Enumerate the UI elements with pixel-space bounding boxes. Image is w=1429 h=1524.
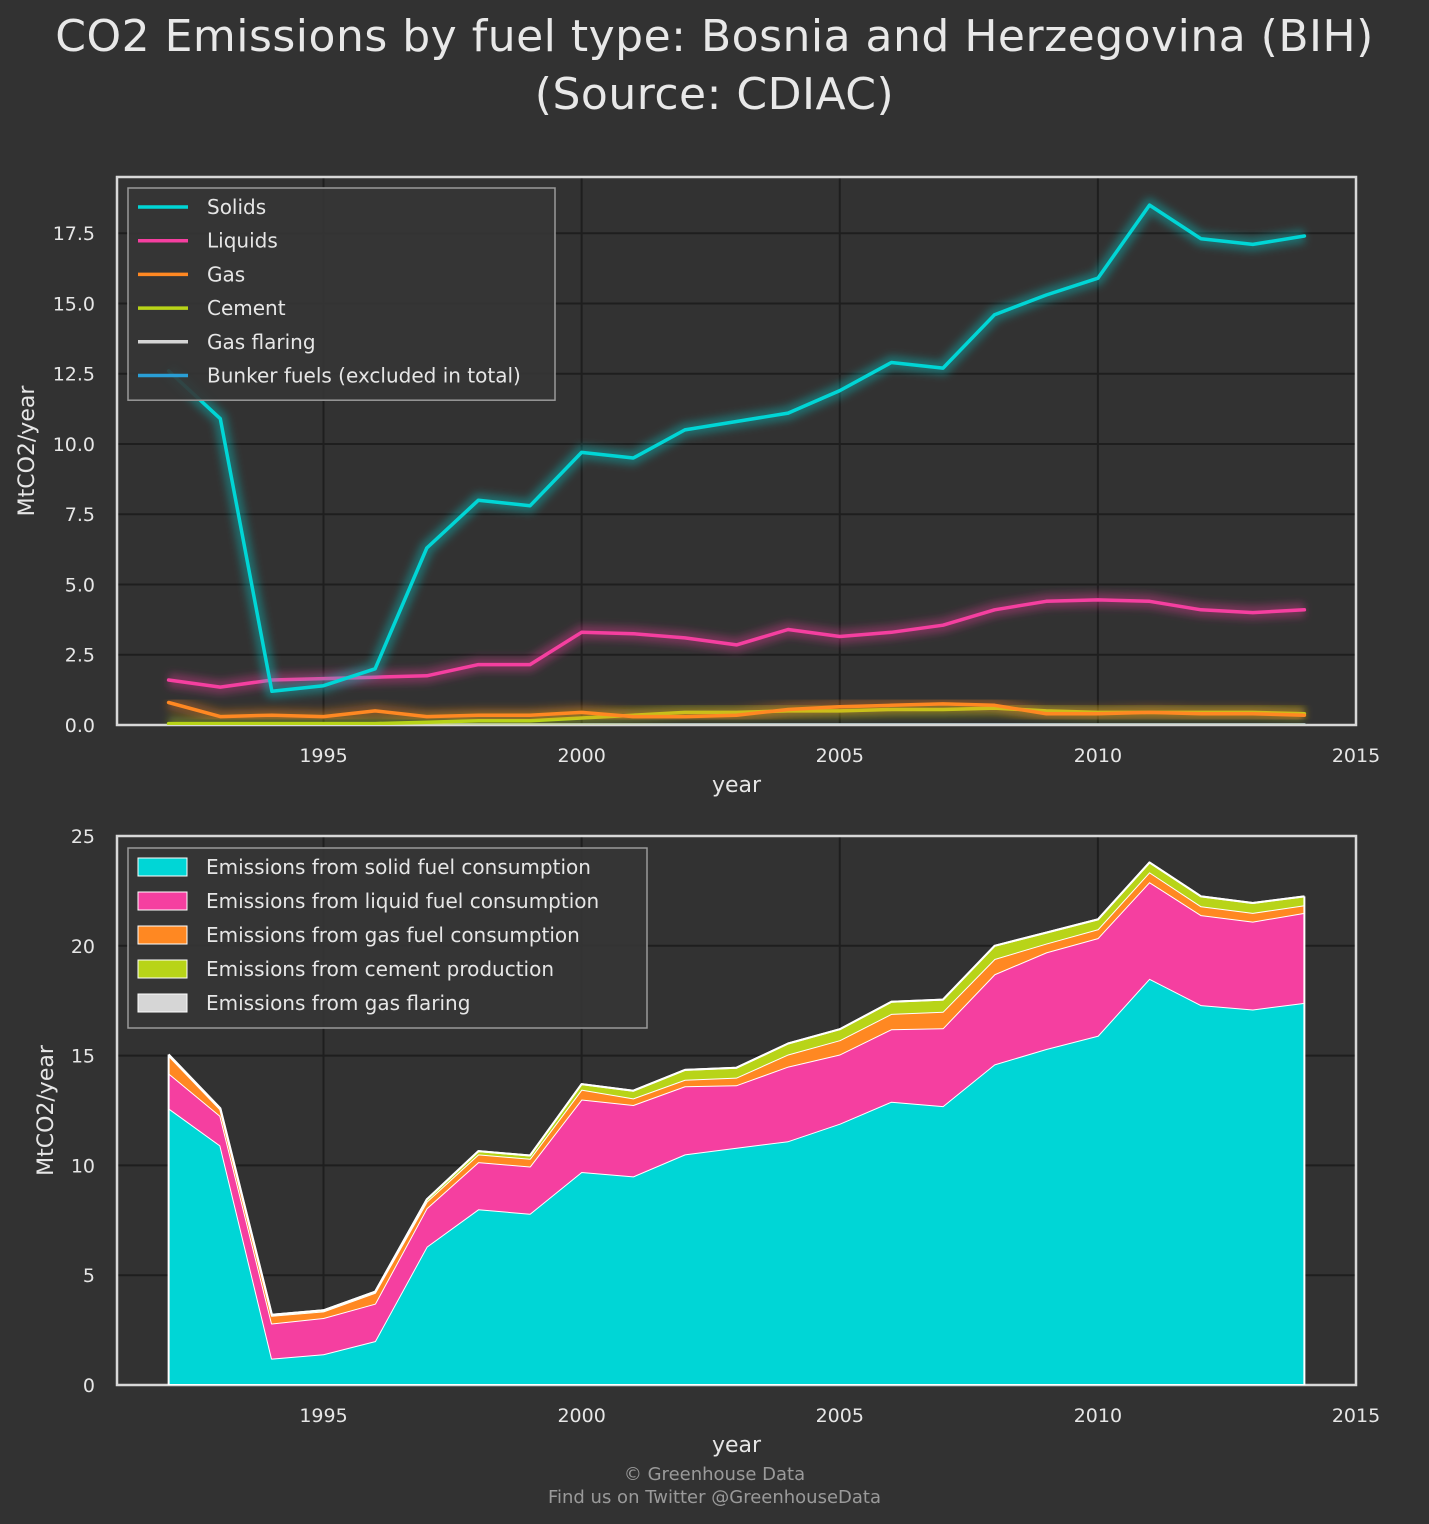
chart1-y-axis-label: MtCO2/year <box>15 385 40 517</box>
credit-twitter: Find us on Twitter @GreenhouseData <box>547 1487 882 1508</box>
chart1-legend-label-gas-flaring: Gas flaring <box>207 330 316 354</box>
chart1-series-line-solids <box>166 203 1307 694</box>
chart1-y-tick-label: 17.5 <box>53 223 95 245</box>
chart1-series-line-gas <box>166 700 1307 719</box>
chart2-y-tick-label: 25 <box>71 826 95 848</box>
chart2-legend-swatch-emissions-from-gas-flaring <box>137 993 188 1013</box>
chart2-x-tick-label: 2010 <box>1074 1405 1122 1427</box>
chart1-y-tick-label: 15.0 <box>53 293 95 315</box>
chart2-y-tick-label: 10 <box>71 1155 95 1177</box>
chart2-legend-label-emissions-from-solid-fuel-consumption: Emissions from solid fuel consumption <box>206 855 591 879</box>
chart2-y-tick-label: 15 <box>71 1046 95 1068</box>
chart2-legend-swatch-emissions-from-liquid-fuel-consumption <box>137 891 188 911</box>
chart2-x-axis-label: year <box>712 1433 762 1458</box>
chart2-legend-label-emissions-from-gas-flaring: Emissions from gas flaring <box>206 991 470 1015</box>
chart1-x-tick-label: 2010 <box>1074 745 1122 767</box>
chart1-x-tick-label: 2005 <box>816 745 864 767</box>
chart2-y-axis-label: MtCO2/year <box>34 1044 59 1176</box>
chart1-y-tick-label: 12.5 <box>53 364 95 386</box>
chart2-y-tick-label: 20 <box>71 936 95 958</box>
chart2-y-tick-label: 0 <box>83 1375 95 1397</box>
chart1-x-tick-label: 2015 <box>1332 745 1380 767</box>
chart2-x-tick-label: 2015 <box>1332 1405 1380 1427</box>
chart1-y-tick-label: 2.5 <box>65 645 95 667</box>
chart-title: CO2 Emissions by fuel type: Bosnia and H… <box>0 8 1429 124</box>
chart1-legend: Solids Liquids Gas Cement Gas flaring Bunker … <box>127 187 556 401</box>
chart1-plot-area <box>163 198 1307 725</box>
chart1-legend-label-gas: Gas <box>207 262 245 286</box>
chart2-area-edge-emissions-from-gas-flaring <box>167 861 1305 1316</box>
chart1-legend-box <box>127 187 556 401</box>
chart2-area-emissions-from-solid-fuel-consumption <box>168 978 1305 1385</box>
chart2-legend-swatch-emissions-from-cement-production <box>137 959 188 979</box>
chart2-legend-box <box>127 847 648 1029</box>
chart-title-line2: (Source: CDIAC) <box>534 69 895 120</box>
chart2-x-tick-label: 1995 <box>299 1405 347 1427</box>
chart2-x-tick-label: 2000 <box>557 1405 605 1427</box>
chart1-legend-label-bunker-fuels-excluded-in-total: Bunker fuels (excluded in total) <box>207 364 521 388</box>
chart2-x-tick-label: 2005 <box>816 1405 864 1427</box>
chart1-y-tick-label: 10.0 <box>53 434 95 456</box>
chart-title-line1: CO2 Emissions by fuel type: Bosnia and H… <box>55 11 1374 62</box>
chart1-y-tick-label: 0.0 <box>65 715 95 737</box>
chart1-legend-label-liquids: Liquids <box>207 229 278 253</box>
chart1-x-tick-label: 1995 <box>299 745 347 767</box>
chart1-x-axis-label: year <box>712 773 762 798</box>
chart1-x-tick-label: 2000 <box>557 745 605 767</box>
chart2-legend-swatch-emissions-from-solid-fuel-consumption <box>137 857 188 877</box>
chart2-area-emissions-from-liquid-fuel-consumption <box>168 882 1305 1359</box>
chart2-legend-swatch-emissions-from-gas-fuel-consumption <box>137 925 188 945</box>
chart2-y-tick-label: 5 <box>83 1265 95 1287</box>
credit: © Greenhouse Data Find us on Twitter @Gr… <box>0 1463 1429 1509</box>
chart2-legend: Emissions from solid fuel consumption Emi… <box>127 847 648 1029</box>
chart1-y-tick-label: 7.5 <box>65 504 95 526</box>
chart2-legend-label-emissions-from-cement-production: Emissions from cement production <box>206 957 554 981</box>
chart2-legend-label-emissions-from-liquid-fuel-consumption: Emissions from liquid fuel consumption <box>206 889 599 913</box>
chart1-axes: 1995 2000 2005 2010 2015 0.0 2.5 5.0 7.5 10.0 12.5… <box>15 175 1380 798</box>
chart2-legend-label-emissions-from-gas-fuel-consumption: Emissions from gas fuel consumption <box>206 923 580 947</box>
credit-copyright: © Greenhouse Data <box>623 1464 806 1485</box>
chart1-y-tick-label: 5.0 <box>65 574 95 596</box>
chart2-plot-area <box>167 861 1306 1385</box>
chart1-legend-label-cement: Cement <box>207 296 286 320</box>
chart1-legend-label-solids: Solids <box>207 195 266 219</box>
